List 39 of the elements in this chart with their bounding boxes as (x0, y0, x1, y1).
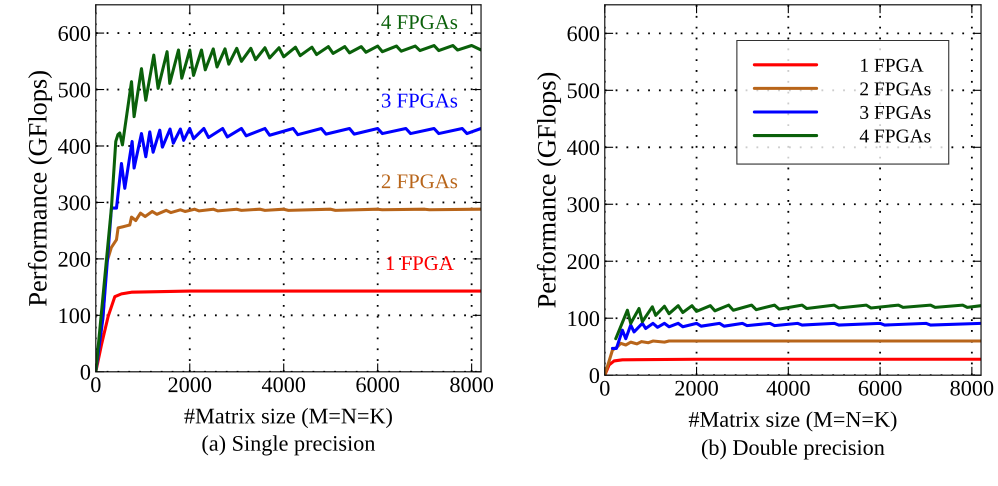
legend-label: 4 FPGAs (860, 129, 931, 143)
y-tick-label: 100 (568, 311, 600, 326)
series-label: 4 FPGAs (381, 15, 458, 30)
y-axis-title: Performance (GFlops) (28, 71, 52, 306)
y-tick-label: 300 (58, 195, 90, 210)
y-tick-label: 300 (568, 197, 600, 212)
y-tick-label: 600 (58, 26, 90, 42)
series-label: 2 FPGAs (382, 174, 458, 188)
line-series (614, 304, 982, 340)
x-tick-label: 8000 (450, 377, 494, 392)
y-tick-label: 400 (58, 138, 90, 154)
x-tick-label: 6000 (858, 380, 902, 396)
text: (b) Double precision (702, 439, 885, 460)
legend-label: 1 FPGA (861, 58, 924, 72)
y-tick-label: 500 (568, 83, 600, 98)
x-tick-label: 4000 (262, 377, 306, 392)
series-label: 1 FPGA (386, 256, 454, 270)
x-axis-title: #Matrix size (M=N=K) (184, 408, 392, 428)
y-tick-label: 500 (58, 82, 90, 98)
y-tick-label: 0 (80, 364, 90, 380)
y-axis-title: Performance (GFlops) (536, 72, 562, 308)
x-axis-title: #Matrix size (M=N=K) (688, 411, 896, 432)
x-tick-label: 6000 (356, 377, 400, 392)
y-tick-label: 600 (568, 26, 600, 42)
line-series (610, 322, 982, 350)
legend-label: 2 FPGAs (860, 82, 931, 96)
legend-label: 3 FPGAs (860, 106, 931, 119)
y-tick-label: 400 (567, 140, 600, 156)
x-tick-label: 4000 (766, 380, 810, 396)
text: (a) Single precision (202, 435, 376, 456)
x-tick-label: 8000 (950, 380, 994, 396)
x-tick-label: 0 (91, 377, 101, 392)
x-tick-label: 2000 (675, 380, 718, 396)
y-tick-label: 200 (568, 254, 600, 270)
series-label: 3 FPGAs (382, 94, 458, 108)
x-tick-label: 0 (600, 380, 610, 396)
y-tick-label: 100 (60, 308, 90, 324)
x-tick-label: 2000 (168, 377, 212, 392)
y-tick-label: 200 (58, 252, 90, 267)
